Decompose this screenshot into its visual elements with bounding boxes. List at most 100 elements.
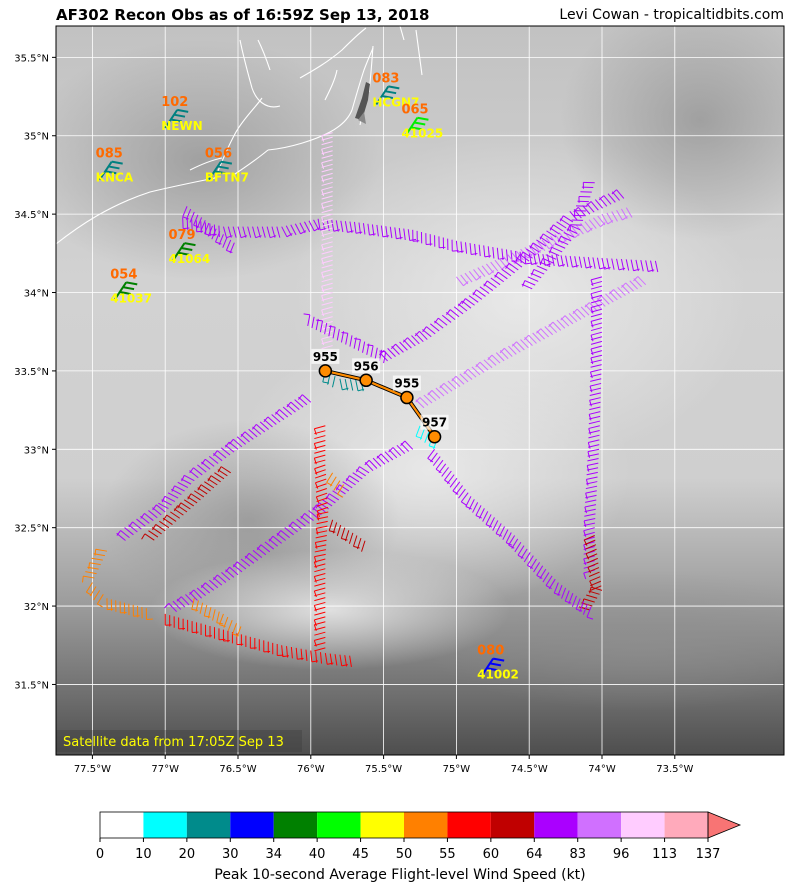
wind-barb xyxy=(458,488,466,499)
y-tick-label: 33.5°N xyxy=(14,367,49,378)
wind-barb xyxy=(314,587,326,592)
wind-barb-flag xyxy=(590,321,594,328)
wind-barb xyxy=(308,510,318,519)
wind-barb xyxy=(422,329,432,338)
wind-barb xyxy=(576,308,586,318)
center-fix-marker xyxy=(359,373,373,388)
x-axis-ticks: 77.5°W 77°W 76.5°W 76°W 75.5°W 75°W 74.5°W 74°W… xyxy=(74,755,693,775)
wind-barb xyxy=(590,364,602,368)
wind-barb-flag xyxy=(369,233,376,236)
wind-barb xyxy=(333,480,341,491)
wind-barb xyxy=(167,492,179,499)
colorbar-label: Peak 10-second Average Flight-level Wind… xyxy=(214,867,586,883)
wind-barb xyxy=(616,258,620,271)
wind-barb-flag xyxy=(517,554,524,559)
wind-barb xyxy=(606,212,614,223)
wind-barb xyxy=(158,502,169,509)
wind-barb xyxy=(477,267,486,277)
wind-barb-flag xyxy=(162,514,168,521)
wind-barb xyxy=(578,256,583,268)
pressure-label-bg xyxy=(392,375,421,391)
station-id: HCGN7 xyxy=(372,95,419,109)
outer-banks-inlet xyxy=(355,82,370,124)
wind-barb-flag xyxy=(269,235,277,239)
wind-barb xyxy=(290,646,293,659)
wind-barb-flag xyxy=(189,467,194,474)
wind-barb xyxy=(590,580,601,587)
station-wind-value: 080 xyxy=(477,644,504,659)
wind-barb-flag xyxy=(487,354,493,361)
wind-barb xyxy=(321,222,333,227)
wind-barb-flag xyxy=(311,660,319,663)
wind-barb xyxy=(605,293,614,303)
wind-barb xyxy=(588,429,600,434)
wind-barb xyxy=(193,467,203,476)
wind-barb-flag xyxy=(511,341,517,347)
wind-barb xyxy=(349,655,352,668)
wind-barb xyxy=(585,548,597,555)
wind-barb xyxy=(575,598,581,610)
wind-barb xyxy=(260,544,271,553)
wind-barb xyxy=(180,478,192,485)
wind-barb xyxy=(300,648,303,661)
wind-barb xyxy=(536,239,547,247)
wind-barb xyxy=(563,230,571,240)
wind-barb xyxy=(321,292,333,296)
station-barb-flag xyxy=(177,251,190,256)
wind-barb xyxy=(310,650,313,662)
wind-barb xyxy=(321,132,333,137)
wind-barb xyxy=(332,327,336,339)
wind-barb xyxy=(120,530,130,539)
wind-barb-flag xyxy=(590,279,594,286)
colorbar-tick-label: 113 xyxy=(652,847,677,862)
wind-barb xyxy=(520,248,529,259)
wind-barb xyxy=(255,423,266,433)
wind-barb xyxy=(590,308,603,313)
wind-barb xyxy=(533,562,541,573)
station-41002: 080 41002 xyxy=(477,644,519,682)
wind-barb-flag xyxy=(565,600,572,604)
wind-barb xyxy=(321,172,333,177)
wind-barb xyxy=(208,579,219,589)
wind-barb xyxy=(299,222,306,234)
wind-barb xyxy=(433,320,444,329)
wind-barb-flag xyxy=(321,295,325,302)
wind-barb-flag xyxy=(508,544,515,549)
wind-barb xyxy=(314,444,326,449)
wind-barb xyxy=(314,544,327,548)
wind-barb-flag xyxy=(461,501,467,506)
flight-leg xyxy=(182,206,235,254)
wind-barb xyxy=(292,521,302,530)
flight-leg xyxy=(321,132,333,360)
wind-barb xyxy=(564,590,570,602)
wind-barb xyxy=(490,277,501,286)
wind-barb-flag xyxy=(549,224,554,231)
wind-barb xyxy=(328,519,334,531)
wind-barb xyxy=(492,520,499,531)
wind-barb xyxy=(314,647,326,652)
wind-barb xyxy=(611,258,615,270)
wind-barb-flag xyxy=(596,295,602,301)
colorbar-swatch xyxy=(404,812,448,838)
wind-barb-flag xyxy=(583,520,587,528)
wind-barb xyxy=(380,225,384,237)
wind-barb xyxy=(586,606,592,618)
wind-barb xyxy=(572,310,582,320)
wind-barb xyxy=(597,297,606,307)
wind-barb-flag xyxy=(215,241,222,245)
wind-barb-flag xyxy=(189,589,195,595)
wind-barb xyxy=(613,289,622,299)
wind-barb xyxy=(264,541,275,550)
wind-barb xyxy=(520,548,528,559)
wind-barb xyxy=(557,585,563,597)
wind-barb-flag xyxy=(586,201,592,207)
wind-barb xyxy=(599,197,608,207)
wind-barb-flag xyxy=(187,493,192,500)
wind-barb xyxy=(300,515,310,524)
wind-barb xyxy=(441,467,449,477)
wind-barb-flag xyxy=(313,576,317,583)
wind-barb xyxy=(590,280,603,285)
wind-barb xyxy=(216,611,220,623)
wind-barb xyxy=(314,597,326,602)
wind-barb xyxy=(586,467,599,471)
